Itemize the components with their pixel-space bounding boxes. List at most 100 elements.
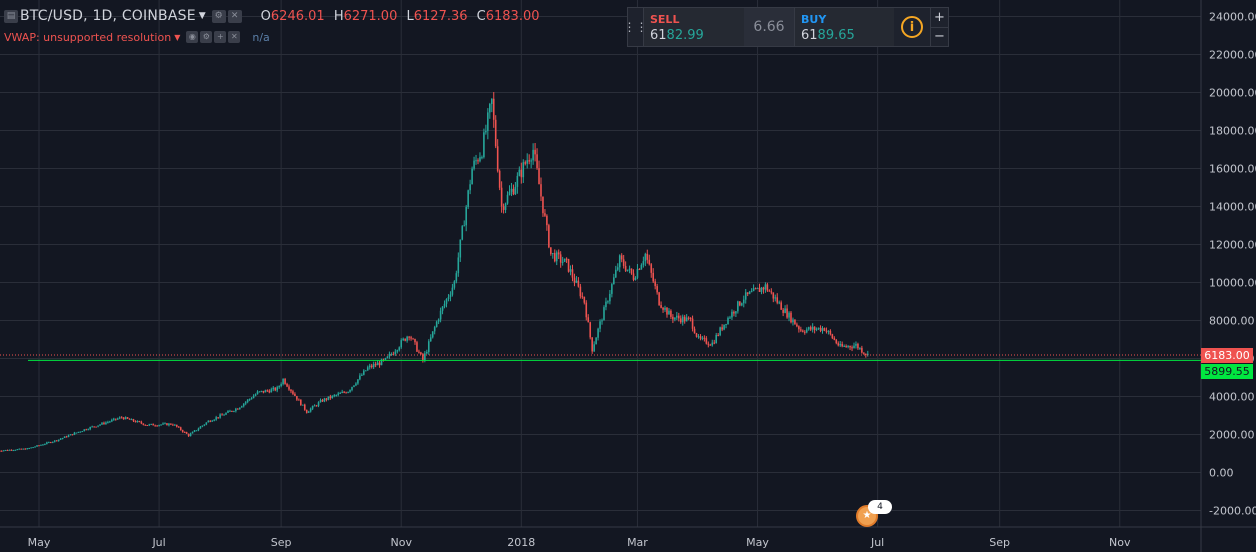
- candle-body: [170, 423, 172, 425]
- candle-body: [162, 423, 164, 425]
- candle-body: [116, 418, 119, 420]
- candle-body: [372, 364, 375, 368]
- candle-body: [502, 206, 505, 210]
- candle-body: [55, 440, 58, 442]
- candle-body: [264, 390, 267, 393]
- candle-body: [158, 424, 160, 426]
- candle-body: [109, 421, 111, 423]
- candle-body: [735, 311, 737, 314]
- eye-icon[interactable]: ◉: [186, 31, 199, 43]
- info-icon: i: [901, 16, 923, 38]
- candle-body: [420, 352, 422, 355]
- plus-button[interactable]: +: [931, 8, 948, 28]
- candle-body: [552, 253, 554, 255]
- candle-body: [331, 395, 334, 399]
- candle-body: [366, 367, 369, 371]
- candle-body: [225, 412, 227, 415]
- price-axis[interactable]: -2000.000.002000.004000.006000.008000.00…: [1209, 11, 1256, 518]
- y-tick-label: 22000.00: [1209, 49, 1256, 62]
- close-icon[interactable]: ✕: [227, 9, 242, 23]
- candle-body: [229, 410, 231, 412]
- candle-body: [490, 98, 493, 104]
- symbol-title[interactable]: BTC/USD, 1D, COINBASE: [20, 8, 196, 24]
- candle-body: [705, 338, 708, 344]
- spread-value: 6.66: [744, 8, 794, 46]
- candle-body: [487, 112, 489, 131]
- candle-body: [557, 252, 560, 255]
- candle-body: [433, 327, 436, 332]
- minus-button[interactable]: −: [934, 29, 945, 45]
- candle-body: [650, 264, 653, 273]
- candle-body: [187, 433, 190, 437]
- candle-body: [449, 294, 452, 298]
- candle-body: [34, 446, 36, 448]
- candle-body: [219, 414, 221, 418]
- candle-body: [191, 431, 194, 434]
- trade-panel: ⋮⋮ SELL 6182.99 6.66 BUY 6189.65 i + −: [624, 7, 949, 47]
- candle-body: [595, 337, 597, 345]
- candle-body: [42, 444, 44, 446]
- candle-body: [516, 175, 519, 187]
- candle-body: [427, 341, 430, 352]
- candle-body: [61, 437, 64, 439]
- candle-body: [105, 422, 107, 425]
- candle-body: [309, 408, 312, 412]
- candle-body: [156, 425, 158, 427]
- candle-body: [607, 301, 609, 303]
- close-icon[interactable]: ✕: [228, 31, 241, 43]
- plus-icon[interactable]: +: [214, 31, 227, 43]
- settings-icon[interactable]: ⚙: [200, 31, 213, 43]
- candle-body: [611, 284, 613, 294]
- drag-handle-icon[interactable]: ⋮⋮: [624, 8, 648, 46]
- candle-body: [431, 331, 434, 338]
- collapse-icon[interactable]: ▤: [4, 9, 18, 23]
- candle-body: [548, 225, 550, 248]
- candle-body: [591, 337, 593, 352]
- candle-body: [262, 390, 265, 393]
- candle-body: [778, 302, 780, 304]
- chevron-down-icon[interactable]: ▼: [198, 11, 206, 21]
- candle-body: [126, 417, 129, 419]
- candle-body: [327, 396, 330, 400]
- candle-body: [528, 160, 530, 162]
- candle-body: [654, 281, 656, 287]
- settings-icon[interactable]: ⚙: [211, 9, 226, 23]
- candle-body: [376, 362, 379, 366]
- candle-body: [38, 445, 40, 447]
- candle-body: [715, 334, 717, 344]
- horizontal-line-price-tag[interactable]: 5899.55: [1201, 364, 1253, 380]
- candle-body: [674, 317, 676, 320]
- candle-body: [839, 344, 842, 346]
- candle-body: [713, 342, 716, 344]
- candle-body: [172, 424, 174, 426]
- candle-body: [628, 268, 631, 270]
- candle-body: [398, 347, 401, 351]
- info-button[interactable]: i: [894, 8, 930, 46]
- candle-body: [451, 287, 454, 295]
- candle-body: [101, 422, 103, 425]
- candle-body: [152, 423, 154, 426]
- indicator-title[interactable]: VWAP: unsupported resolution: [4, 30, 172, 44]
- time-axis[interactable]: May Jul Sep Nov 2018 Mar May Jul Sep Nov: [28, 536, 1131, 549]
- buy-button[interactable]: BUY 6189.65: [794, 8, 894, 46]
- candle-body: [20, 448, 23, 450]
- chevron-down-icon[interactable]: ▼: [174, 32, 181, 42]
- candle-body: [422, 354, 424, 361]
- candle-body: [36, 445, 38, 447]
- candle-body: [555, 252, 558, 262]
- candle-body: [699, 336, 702, 339]
- candle-body: [32, 447, 34, 449]
- economic-event-marker[interactable]: ★ 4: [856, 500, 892, 527]
- x-tick-label: Nov: [390, 536, 412, 549]
- candle-body: [160, 424, 162, 426]
- candle-body: [664, 307, 666, 310]
- sell-button[interactable]: SELL 6182.99: [644, 8, 744, 46]
- candle-body: [805, 329, 808, 333]
- candle-body: [97, 425, 99, 427]
- candle-body: [849, 345, 851, 348]
- candle-body: [349, 389, 351, 392]
- candle-body: [800, 329, 802, 331]
- candle-body: [774, 297, 777, 299]
- candle-body: [282, 378, 284, 385]
